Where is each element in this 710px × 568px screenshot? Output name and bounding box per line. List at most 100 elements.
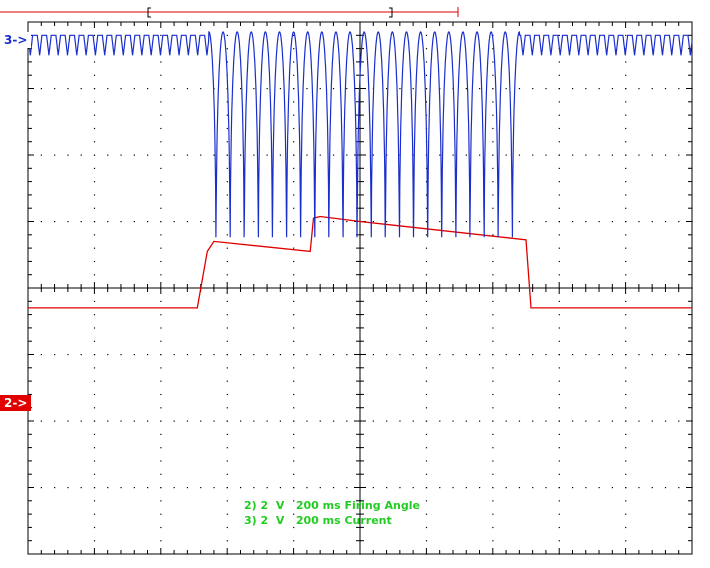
grid-dot [558,553,560,555]
grid-dot [492,553,494,555]
grid-dot [571,354,574,356]
grid-dot [93,114,96,116]
grid-dot [293,380,295,382]
grid-dot [492,300,494,302]
grid-dot [293,393,295,396]
grid-dot [479,487,481,489]
grid-dot [319,420,321,422]
grid-dot [425,540,428,542]
grid-dot [479,154,481,156]
grid-dot [558,327,560,329]
grid-dot [558,500,560,502]
grid-dot [293,553,295,555]
grid-dot [293,114,295,116]
grid-dot [293,127,295,130]
grid-dot [226,447,228,449]
grid-dot [319,154,321,156]
grid-dot [293,48,295,50]
grid-dot [332,88,335,90]
grid-dot [492,540,494,542]
grid-dot [279,88,282,90]
grid-dot [226,367,228,369]
plot-grid [27,21,693,555]
grid-dot [147,420,149,422]
grid-dot [346,154,348,156]
grid-dot [372,487,374,489]
grid-dot [40,420,42,422]
grid-dot [54,487,56,489]
grid-dot [425,274,428,276]
grid-dot [160,234,162,236]
grid-dot [160,101,162,103]
grid-dot [93,194,96,196]
grid-dot [67,154,69,156]
grid-dot [200,221,202,223]
grid-dot [200,487,202,489]
grid-dot [173,420,175,422]
grid-dot [585,354,587,356]
grid-dot [532,154,534,156]
grid-dot [664,154,667,156]
grid-dot [558,114,560,116]
grid-dot [585,221,587,223]
grid-dot [226,513,228,515]
grid-dot [638,487,640,489]
grid-dot [160,181,162,183]
grid-dot [120,487,122,489]
grid-dot [585,154,587,156]
grid-dot [492,340,494,342]
grid-dot [293,247,295,249]
grid-dot [492,221,494,223]
grid-dot [664,354,667,356]
grid-dot [532,487,534,489]
grid-dot [67,221,69,223]
grid-dot [293,221,295,223]
grid-dot [492,447,494,449]
grid-dot [558,221,560,223]
grid-dot [160,340,162,342]
grid-dot [386,221,388,223]
channel-3-marker[interactable]: 3-> [0,32,32,48]
grid-dot [293,540,295,542]
grid-dot [425,34,428,36]
grid-dot [160,194,162,196]
grid-dot [492,194,494,196]
channel-2-marker[interactable]: 2-> [0,395,32,411]
grid-dot [598,354,600,356]
grid-dot [226,48,228,50]
grid-dot [266,420,268,422]
grid-dot [160,114,162,116]
grid-dot [93,433,96,435]
grid-dot [186,420,189,422]
grid-dot [293,487,295,489]
grid-dot [186,221,189,223]
grid-dot [93,154,96,156]
grid-dot [425,194,428,196]
grid-dot [492,167,494,169]
grid-dot [625,300,627,302]
grid-dot [173,221,175,223]
grid-dot [160,74,162,76]
grid-dot [239,88,242,90]
grid-dot [439,420,441,422]
grid-dot [332,487,335,489]
grid-dot [611,88,614,90]
grid-dot [93,407,96,409]
grid-dot [160,473,162,475]
grid-dot [425,513,428,515]
grid-dot [518,154,521,156]
grid-dot [425,88,428,90]
grid-dot [492,114,494,116]
grid-dot [186,154,189,156]
grid-dot [492,526,494,529]
grid-dot [598,487,600,489]
grid-dot [40,154,42,156]
grid-dot [425,207,428,209]
grid-dot [412,420,414,422]
grid-dot [226,327,228,329]
grid-dot [558,167,560,169]
grid-dot [452,487,454,489]
grid-dot [332,221,335,223]
grid-dot [505,154,507,156]
